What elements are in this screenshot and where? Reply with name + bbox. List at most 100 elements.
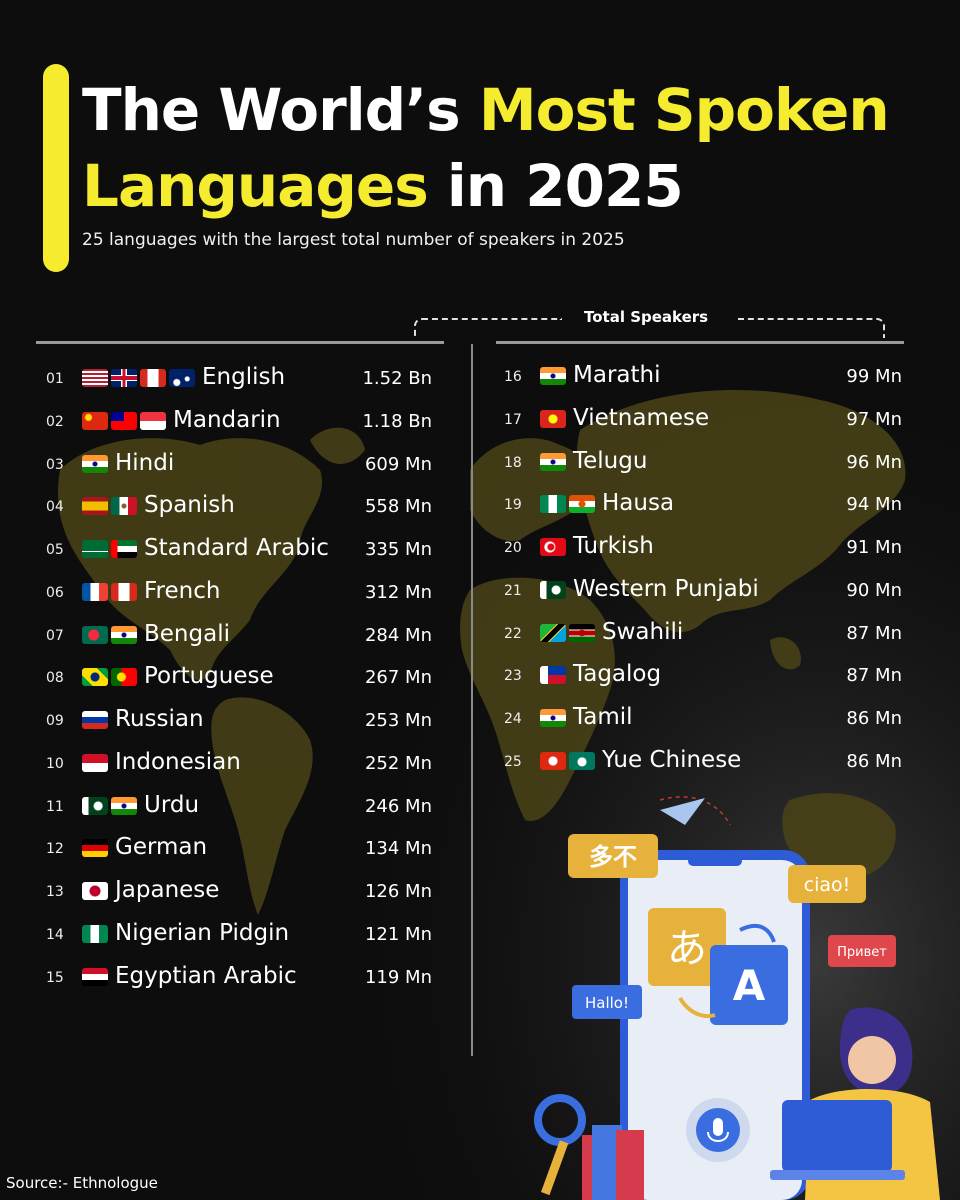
flag-group (540, 367, 566, 387)
flag-vn-icon (540, 409, 566, 428)
table-row: 11 Urdu 246 Mn (46, 788, 432, 828)
rank-label: 05 (46, 542, 64, 558)
title-accent-bar (43, 64, 69, 272)
flag-group (82, 411, 166, 432)
speaker-count: 94 Mn (846, 494, 902, 516)
language-name: Swahili (602, 618, 684, 645)
language-name: Tagalog (573, 661, 662, 688)
flag-in-icon (540, 367, 566, 385)
paper-plane-icon (660, 798, 705, 825)
table-row: 05 Standard Arabic 335 Mn (46, 531, 432, 571)
flag-group (540, 580, 566, 601)
flag-group (82, 369, 195, 389)
language-name: Mandarin (173, 406, 281, 433)
speaker-count: 86 Mn (846, 750, 902, 772)
bubble-hallo (572, 985, 642, 1019)
speaker-count: 87 Mn (846, 665, 902, 687)
flag-group (82, 924, 108, 945)
column-header-total-speakers: Total Speakers (584, 308, 709, 326)
rank-label: 02 (46, 413, 64, 430)
language-name: Bengali (144, 620, 230, 647)
header-bracket-left (414, 318, 562, 338)
flag-ph-icon (540, 666, 566, 685)
rank-label: 16 (504, 369, 522, 385)
speaker-count: 558 Mn (364, 496, 432, 518)
flag-ng-icon (82, 924, 108, 943)
language-name: French (144, 577, 221, 604)
page-title: The World’s Most Spoken Languages in 202… (82, 72, 942, 224)
flag-in-icon (540, 709, 566, 727)
flag-group (540, 452, 566, 473)
flag-cn-icon (82, 411, 108, 430)
table-row: 03 Hindi 609 Mn (46, 446, 432, 486)
rank-label: 20 (504, 540, 522, 556)
flag-group (82, 540, 137, 560)
flag-us-icon (82, 369, 108, 387)
flag-group (82, 967, 108, 988)
table-row: 24 Tamil 86 Mn (504, 700, 902, 740)
flag-group (540, 709, 566, 729)
rank-label: 10 (46, 755, 64, 772)
rank-label: 22 (504, 625, 522, 642)
language-name: Russian (115, 706, 204, 732)
speaker-count: 96 Mn (846, 451, 902, 473)
speaker-count: 335 Mn (364, 539, 432, 560)
flag-tz-icon (540, 623, 566, 642)
table-row: 18 Telugu 96 Mn (504, 444, 902, 484)
rank-label: 12 (46, 841, 64, 858)
table-row: 12 German 134 Mn (46, 830, 432, 870)
table-rule-right (496, 341, 904, 344)
table-row: 19 Hausa 94 Mn (504, 486, 902, 526)
flag-bd-icon (82, 625, 108, 644)
flag-group (540, 666, 566, 686)
language-name: German (115, 834, 208, 861)
title-part-2: Most Spoken (478, 76, 890, 144)
flag-group (82, 582, 137, 603)
speaker-count: 97 Mn (846, 408, 902, 430)
language-name: Portuguese (144, 663, 274, 690)
table-row: 09 Russian 253 Mn (46, 702, 432, 742)
source-note: Source:- Ethnologue (6, 1174, 158, 1192)
table-row: 14 Nigerian Pidgin 121 Mn (46, 916, 432, 956)
flag-de-icon (82, 839, 108, 858)
flag-in-icon (82, 454, 108, 473)
language-name: Western Punjabi (573, 575, 759, 602)
table-row: 08 Portuguese 267 Mn (46, 659, 432, 699)
flag-jp-icon (82, 882, 108, 900)
speaker-count: 267 Mn (364, 667, 432, 689)
rank-label: 11 (46, 798, 64, 815)
rank-label: 19 (504, 497, 522, 514)
flag-ne-icon (569, 495, 595, 514)
flag-eg-icon (82, 967, 108, 986)
language-name: Vietnamese (573, 404, 710, 431)
flag-pk-icon (540, 580, 566, 599)
microphone-icon (686, 1098, 750, 1162)
flag-hk-icon (540, 751, 566, 770)
bubble-privet (828, 935, 896, 967)
flag-pk-icon (82, 796, 108, 815)
flag-fr-icon (82, 582, 108, 601)
flag-group (82, 796, 137, 817)
flag-group (82, 839, 108, 859)
language-name: Turkish (573, 533, 654, 559)
table-row: 07 Bengali 284 Mn (46, 617, 432, 657)
speaker-count: 609 Mn (364, 453, 432, 475)
table-rule-left (36, 341, 444, 344)
laptop-icon (782, 1100, 892, 1172)
flag-ca-icon (111, 582, 137, 601)
table-row: 15 Egyptian Arabic 119 Mn (46, 959, 432, 999)
magnifier-icon (534, 1094, 586, 1196)
speaker-count: 1.52 Bn (362, 368, 432, 389)
table-row: 23 Tagalog 87 Mn (504, 657, 902, 697)
person-illustration (770, 1007, 940, 1200)
japanese-glyph: あ (667, 926, 707, 972)
table-row: 04 Spanish 558 Mn (46, 488, 432, 528)
flag-group (82, 454, 108, 475)
language-name: Yue Chinese (602, 746, 742, 773)
rank-label: 08 (46, 670, 64, 687)
flag-ru-icon (82, 711, 108, 729)
bubble-chinese (568, 834, 658, 878)
speaker-count: 90 Mn (846, 579, 902, 601)
table-row: 21 Western Punjabi 90 Mn (504, 572, 902, 612)
translation-illustration: あ A 多不 ciao! Привет Hallo! (534, 796, 940, 1200)
